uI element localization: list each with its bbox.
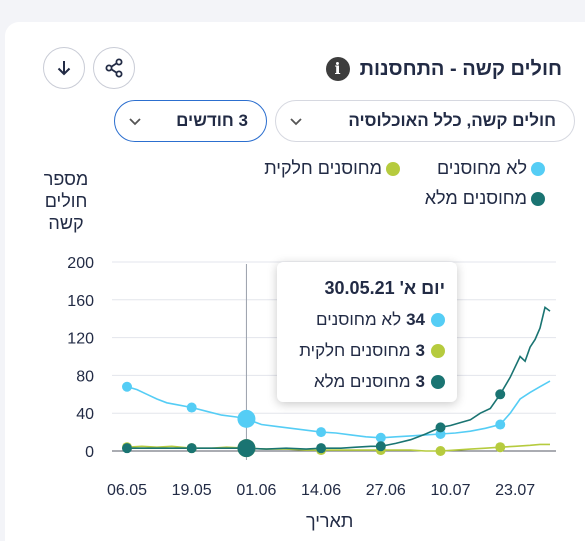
y-tick-label: 120 — [67, 331, 94, 348]
chart-header: חולים קשה - התחסנות i — [325, 50, 562, 88]
legend-label: מחוסנים חלקית — [264, 158, 382, 178]
tooltip-value: 3 — [415, 341, 425, 360]
legend-item-partial[interactable]: מחוסנים חלקית — [264, 158, 400, 179]
info-icon[interactable]: i — [325, 57, 350, 81]
legend-dot — [531, 191, 545, 206]
tooltip-dot — [431, 374, 445, 389]
tooltip-label: מחוסנים מלא — [313, 372, 411, 391]
data-point-unvaccinated — [316, 427, 327, 438]
tooltip-label: מחוסנים חלקית — [299, 341, 411, 360]
tooltip-row-partial: 3 מחוסנים חלקית — [277, 335, 445, 366]
legend-item-full[interactable]: מחוסנים מלא — [425, 188, 545, 209]
tooltip-date: יום א' 30.05.21 — [324, 278, 445, 298]
legend-dot — [386, 161, 400, 176]
share-button[interactable] — [93, 47, 135, 89]
data-point-unvaccinated — [122, 381, 132, 392]
x-tick-label: 06.05 — [107, 482, 147, 499]
data-point-partial — [495, 442, 506, 453]
x-tick-label: 01.06 — [236, 482, 276, 499]
data-point-partial — [435, 446, 446, 456]
x-tick-label: 23.07 — [495, 482, 535, 499]
tooltip-value: 34 — [406, 310, 425, 329]
data-point-full — [435, 422, 446, 433]
download-arrow-icon — [57, 61, 71, 76]
y-tick-label: 200 — [67, 255, 94, 272]
y-tick-label: 160 — [67, 293, 94, 310]
legend-label: מחוסנים מלא — [424, 188, 527, 208]
y-tick-label: 80 — [76, 368, 94, 385]
data-point-full — [186, 443, 197, 454]
data-point-full — [122, 443, 132, 454]
data-point-unvaccinated — [186, 402, 197, 413]
x-tick-label: 19.05 — [172, 482, 212, 499]
population-select[interactable]: חולים קשה, כלל האוכלוסיה — [275, 100, 575, 142]
period-select[interactable]: 3 חודשים — [114, 100, 267, 142]
series-line-unvaccinated — [126, 380, 551, 439]
chevron-down-icon — [290, 111, 302, 131]
y-axis-label: מספר חולים קשה — [43, 169, 89, 233]
y-tick-label: 0 — [85, 444, 94, 461]
tooltip-label: לא מחוסנים — [316, 310, 402, 329]
population-select-label: חולים קשה, כלל האוכלוסיה — [348, 111, 556, 130]
share-icon — [105, 58, 123, 78]
tooltip-dot — [431, 312, 445, 327]
data-point-unvaccinated — [375, 432, 386, 443]
tooltip-value: 3 — [415, 372, 425, 391]
data-point-full — [316, 443, 327, 454]
legend-label: לא מחוסנים — [436, 158, 527, 178]
chart-title: חולים קשה - התחסנות — [359, 58, 562, 80]
x-tick-label: 27.06 — [366, 482, 406, 499]
data-point-full — [495, 389, 506, 400]
y-tick-label: 40 — [76, 406, 94, 423]
tooltip-row-full: 3 מחוסנים מלא — [277, 366, 445, 397]
data-point-full — [237, 439, 256, 458]
legend-dot — [531, 161, 545, 176]
period-select-label: 3 חודשים — [176, 111, 248, 130]
tooltip-dot — [431, 343, 445, 358]
chevron-down-icon — [129, 111, 141, 131]
data-point-full — [375, 441, 386, 452]
download-button[interactable] — [43, 47, 85, 89]
tooltip: יום א' 30.05.21 34 לא מחוסנים 3 מחוסנים … — [277, 262, 457, 402]
x-tick-label: 14.06 — [301, 482, 341, 499]
x-axis-label: תאריך — [306, 511, 354, 531]
data-point-unvaccinated — [237, 409, 256, 428]
legend-item-unvaccinated[interactable]: לא מחוסנים — [437, 158, 545, 179]
axis-ticks: 0 40 80 120 160 200 06.05 19.05 01.06 14.06 27.06 1… — [67, 255, 535, 499]
x-tick-label: 10.07 — [430, 482, 470, 499]
series-markers — [122, 381, 506, 458]
tooltip-row-unvaccinated: 34 לא מחוסנים — [277, 304, 445, 335]
data-point-unvaccinated — [495, 419, 506, 430]
